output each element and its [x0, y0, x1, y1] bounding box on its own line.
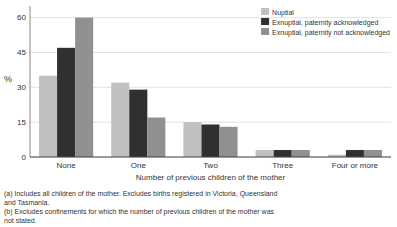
legend-swatch: [261, 28, 269, 35]
y-tick-label: 60: [17, 13, 26, 22]
bar: [256, 150, 274, 157]
y-tick-label: 30: [17, 83, 26, 92]
bar: [183, 122, 201, 157]
legend-swatch: [261, 18, 269, 25]
x-tick-label: None: [57, 161, 77, 170]
legend-label: Nuptial: [272, 9, 294, 17]
bar: [111, 83, 129, 157]
y-tick-label: 0: [22, 153, 27, 162]
bar: [39, 76, 57, 157]
bar: [274, 150, 292, 157]
bar: [346, 150, 364, 157]
y-tick-label: 15: [17, 118, 26, 127]
x-axis-line: [30, 157, 391, 158]
bar: [75, 18, 93, 157]
x-axis-label: Number of previous children of the mothe…: [136, 173, 286, 182]
x-tick-label: Three: [272, 161, 293, 170]
legend-swatch: [261, 8, 269, 15]
y-tick-label: 45: [17, 48, 26, 57]
legend: Nuptial Exnuptial, paternity acknowledged…: [261, 8, 390, 37]
bar: [57, 48, 75, 157]
bar: [201, 124, 219, 157]
x-tick-label: Two: [203, 161, 218, 170]
y-axis-label: %: [4, 74, 12, 84]
x-tick-label: One: [131, 161, 147, 170]
footnote: (a) Includes all children of the mother.…: [4, 190, 278, 224]
legend-label: Exnuptial, paternity acknowledged: [272, 19, 378, 27]
legend-label: Exnuptial, paternity not acknowledged: [272, 29, 390, 37]
grid-line: [30, 157, 391, 158]
x-tick-label: Four or more: [332, 161, 379, 170]
bar: [364, 150, 382, 157]
bar: [292, 150, 310, 157]
bar: [129, 90, 147, 157]
chart: 0 15 30 45 60% None One Two Three Four or more Num…: [0, 0, 397, 227]
grid: [30, 18, 391, 157]
chart-container: 0 15 30 45 60% None One Two Three Four or more Num…: [0, 0, 397, 227]
bar: [147, 118, 165, 157]
bars: [39, 18, 382, 157]
bar: [220, 127, 238, 157]
y-axis-line: [30, 6, 31, 157]
